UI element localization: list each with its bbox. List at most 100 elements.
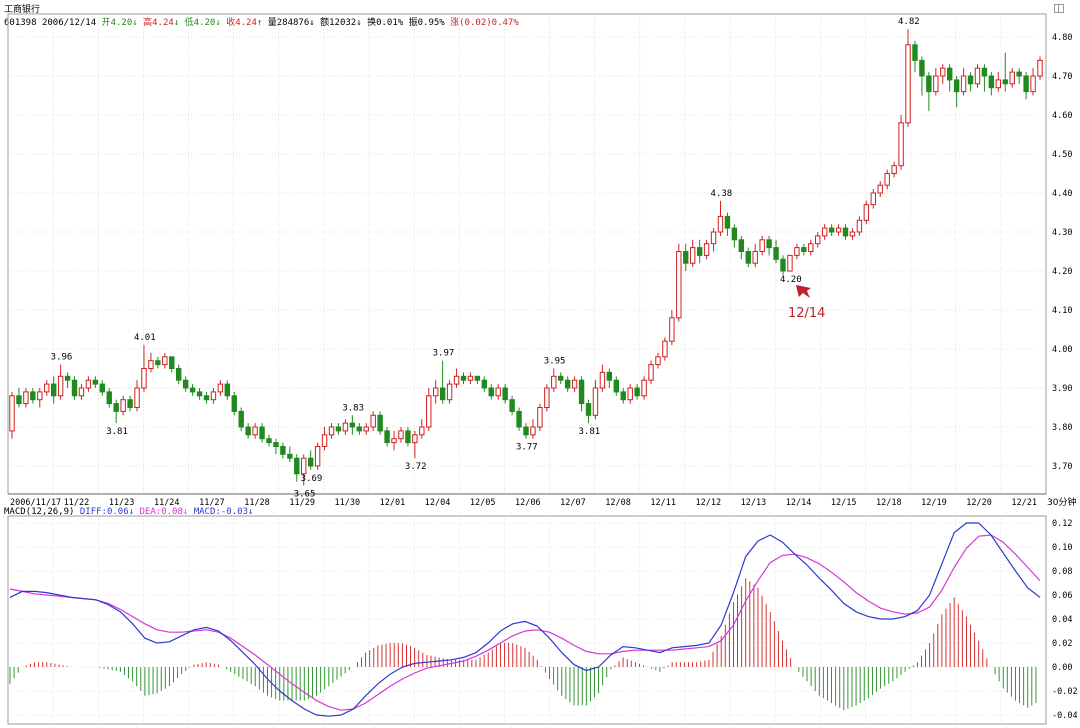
- y-tick-label: 4.30: [1052, 228, 1072, 238]
- candle-body: [141, 368, 147, 389]
- y-tick-label: 4.00: [1052, 345, 1072, 355]
- candle-body: [92, 379, 99, 385]
- diff-line: [9, 522, 1041, 717]
- candle-body: [412, 434, 418, 444]
- candle-body: [134, 387, 140, 408]
- y-tick-label: 4.80: [1052, 33, 1072, 43]
- y-tick-label: 0.04: [1052, 615, 1072, 625]
- candle-body: [592, 387, 599, 416]
- candle-body: [960, 75, 967, 93]
- change-pct: 0.47%: [491, 18, 519, 28]
- price-point-label: 3.81: [106, 427, 128, 437]
- price-point-label: 3.96: [51, 353, 73, 363]
- candle-body: [314, 446, 321, 467]
- candle-body: [919, 59, 925, 77]
- candle-body: [808, 243, 814, 252]
- y-tick-label: 3.80: [1052, 423, 1072, 433]
- candle-body: [85, 379, 92, 389]
- candle-body: [245, 426, 251, 436]
- diff-value: 0.06: [106, 507, 129, 517]
- macd-title: MACD(12,26,9): [4, 507, 75, 517]
- y-tick-label: 0.08: [1052, 567, 1072, 577]
- candle-body: [523, 426, 529, 436]
- x-tick-label: 12/07: [560, 498, 586, 508]
- candle-body: [648, 364, 654, 381]
- candle-body: [176, 368, 182, 381]
- candle-body: [342, 422, 349, 432]
- candle-body: [1009, 71, 1015, 85]
- x-tick-label: 11/23: [109, 498, 135, 508]
- open-value: 4.20: [110, 18, 133, 28]
- window-layout-icon[interactable]: [1054, 4, 1064, 13]
- candle-body: [384, 430, 390, 444]
- candle-body: [23, 391, 29, 405]
- candle-body: [44, 383, 50, 393]
- candle-body: [676, 251, 682, 319]
- turnover-value: 0.01%: [376, 18, 404, 28]
- candle-body: [953, 79, 960, 93]
- x-tick-label: 12/19: [921, 498, 947, 508]
- amplitude-label: 振: [408, 18, 418, 28]
- x-tick-label: 11/30: [334, 498, 360, 508]
- amount-value: 12032: [329, 18, 357, 28]
- candle-body: [884, 173, 890, 186]
- down-arrow-icon: ↓: [173, 18, 180, 28]
- price-point-label: 4.20: [780, 275, 802, 285]
- y-tick-label: 0.02: [1052, 639, 1072, 649]
- price-pane-frame: [7, 13, 1047, 495]
- candle-body: [1023, 75, 1029, 93]
- down-arrow-icon: ↓: [356, 18, 362, 28]
- candle-body: [690, 247, 696, 264]
- candle-body: [287, 453, 293, 459]
- down-arrow-icon: ↓: [182, 507, 189, 517]
- candle-body: [439, 387, 446, 401]
- candle-body: [891, 165, 897, 174]
- x-tick-label: 11/22: [64, 498, 90, 508]
- y-tick-label: 0.00: [1052, 663, 1072, 673]
- candle-body: [571, 379, 578, 389]
- candle-body: [37, 391, 43, 401]
- candle-body: [613, 379, 619, 393]
- candle-body: [148, 360, 154, 370]
- volume-label: 量: [267, 18, 277, 28]
- candle-body: [231, 395, 237, 412]
- amplitude-value: 0.95%: [417, 18, 445, 28]
- candle-body: [294, 457, 300, 475]
- y-tick-label: 4.50: [1052, 150, 1072, 160]
- candle-body: [1002, 79, 1008, 85]
- y-tick-label: -0.04: [1052, 711, 1078, 721]
- candle-body: [856, 219, 863, 233]
- candle-body: [321, 434, 328, 447]
- macd-header: MACD(12,26,9) DIFF:0.06↓ DEA:0.08↓ MACD:…: [4, 507, 253, 517]
- down-arrow-icon: ↓: [128, 507, 135, 517]
- up-arrow-icon: ↑: [256, 18, 263, 28]
- candle-body: [877, 184, 883, 194]
- candle-body: [273, 442, 279, 448]
- macd-pane-frame: [7, 515, 1047, 725]
- candle-body: [544, 387, 550, 408]
- candle-body: [933, 75, 939, 93]
- candle-body: [759, 239, 765, 253]
- y-tick-label: 4.60: [1052, 111, 1072, 121]
- timeframe-label[interactable]: 30分钟: [1047, 498, 1077, 508]
- candle-body: [634, 387, 640, 397]
- candle-body: [530, 426, 536, 436]
- price-point-label: 3.97: [433, 349, 455, 359]
- candle-body: [460, 375, 467, 381]
- candle-body: [780, 258, 786, 272]
- candle-body: [655, 356, 661, 366]
- down-arrow-icon: ↓: [215, 18, 221, 28]
- candle-body: [217, 383, 224, 393]
- candle-body: [405, 430, 411, 444]
- candle-body: [669, 317, 675, 342]
- x-tick-label: 12/06: [515, 498, 541, 508]
- y-tick-label: 4.70: [1052, 72, 1072, 82]
- candle-body: [50, 383, 57, 397]
- y-tick-label: 4.10: [1052, 306, 1072, 316]
- down-arrow-icon: ↓: [132, 18, 138, 28]
- candle-body: [419, 426, 425, 436]
- candle-body: [113, 403, 119, 412]
- high-value: 4.24: [152, 18, 174, 28]
